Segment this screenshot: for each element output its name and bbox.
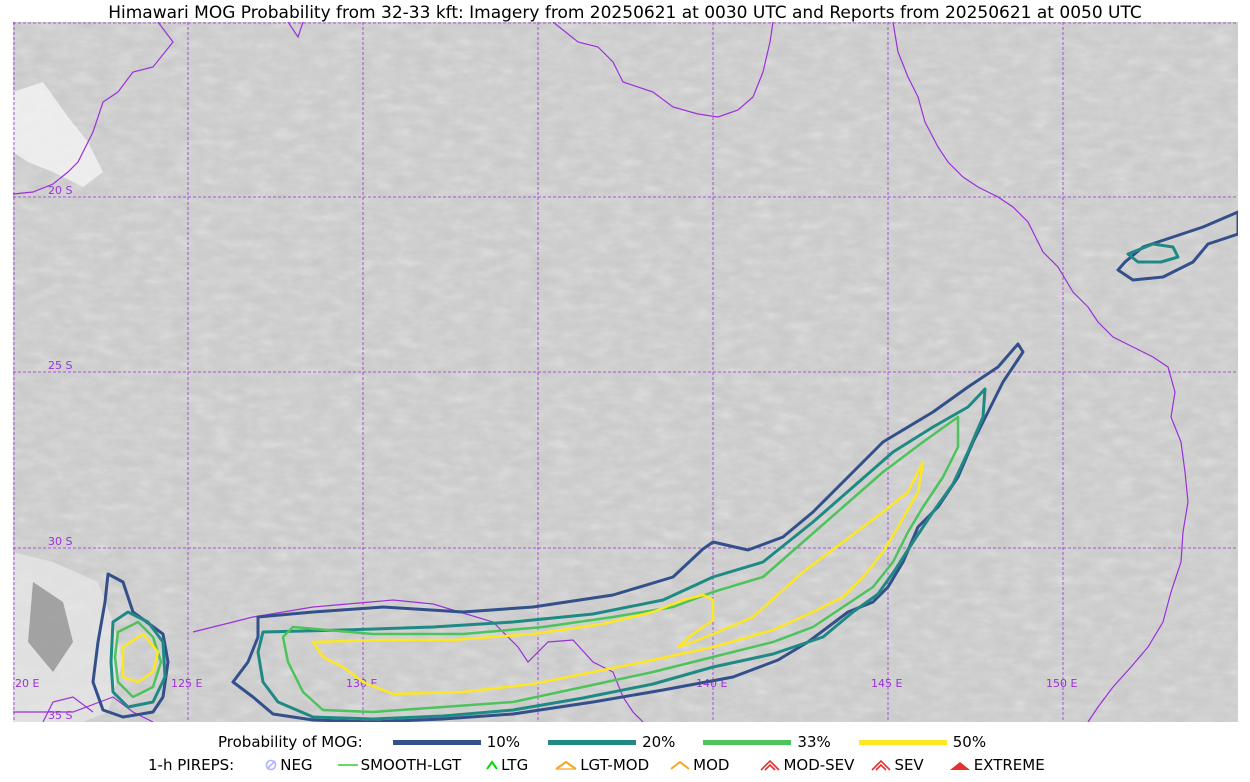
pirep-smooth-lgt: SMOOTH-LGT [337, 756, 462, 774]
pirep-lgt-mod: LGT-MOD [554, 756, 649, 774]
lon-label-130e: 130 E [346, 677, 377, 690]
contour-10pct [91, 210, 1238, 722]
legend-swatch-10 [392, 739, 481, 745]
neg-icon [265, 759, 277, 771]
pirep-mod: MOD [669, 756, 729, 774]
pirep-smooth-lgt-label: SMOOTH-LGT [360, 756, 462, 774]
legend-label-20: 20% [642, 733, 676, 751]
cloud-patch-sw-dark [28, 582, 73, 672]
lat-label-35s: 35 S [48, 709, 72, 722]
legend-label-50: 50% [952, 733, 987, 751]
pireps-legend: 1-h PIREPS: NEG SMOOTH-LGT LTG LGT-MOD M… [148, 756, 1045, 774]
legend-label-10: 10% [486, 733, 521, 751]
lat-labels: 20 S 25 S 30 S 35 S [48, 184, 72, 722]
lon-label-150e: 150 E [1046, 677, 1077, 690]
lon-label-145e: 145 E [871, 677, 902, 690]
lat-label-20s: 20 S [48, 184, 72, 197]
lon-label-120e: 120 E [13, 677, 39, 690]
pirep-lgt-mod-label: LGT-MOD [580, 756, 650, 774]
pirep-neg-label: NEG [280, 756, 313, 774]
cloud-patch-nw [13, 82, 103, 187]
pirep-neg: NEG [264, 756, 313, 774]
legend-label-33: 33% [797, 733, 831, 751]
lat-label-25s: 25 S [48, 359, 72, 372]
lat-label-30s: 30 S [48, 535, 72, 548]
smooth-lgt-icon [337, 764, 358, 766]
mod-sev-icon [760, 759, 781, 771]
pirep-mod-label: MOD [693, 756, 730, 774]
coastline [13, 22, 1189, 722]
ltg-icon [486, 760, 498, 770]
pirep-extreme: EXTREME [948, 756, 1045, 774]
lgt-mod-icon [555, 760, 577, 770]
pirep-ltg: LTG [485, 756, 528, 774]
pirep-sev-label: SEV [894, 756, 924, 774]
pirep-extreme-label: EXTREME [973, 756, 1045, 774]
satellite-map[interactable]: 20 S 25 S 30 S 35 S 120 E 125 E 130 E 14… [13, 22, 1238, 722]
pirep-mod-sev: MOD-SEV [759, 756, 854, 774]
chart-title: Himawari MOG Probability from 32-33 kft:… [108, 3, 1142, 23]
sev-icon [871, 759, 892, 771]
contour-33pct [113, 415, 960, 714]
extreme-icon [949, 762, 970, 770]
contour-20pct [109, 242, 1180, 721]
pirep-ltg-label: LTG [501, 756, 529, 774]
graticule [13, 22, 1238, 722]
legend-swatch-33 [703, 739, 792, 745]
probability-legend-title: Probability of MOG: [218, 733, 363, 751]
lon-labels: 120 E 125 E 130 E 140 E 145 E 150 E [13, 677, 1077, 690]
mod-icon [670, 760, 690, 770]
pirep-sev: SEV [870, 756, 924, 774]
legend-swatch-50 [858, 739, 947, 745]
legend-swatch-20 [548, 739, 637, 745]
probability-legend: Probability of MOG: 10% 20% 33% 50% [218, 733, 986, 751]
pirep-mod-sev-label: MOD-SEV [783, 756, 855, 774]
contour-50pct [121, 460, 925, 696]
lon-label-125e: 125 E [171, 677, 202, 690]
pireps-legend-title: 1-h PIREPS: [148, 756, 235, 774]
